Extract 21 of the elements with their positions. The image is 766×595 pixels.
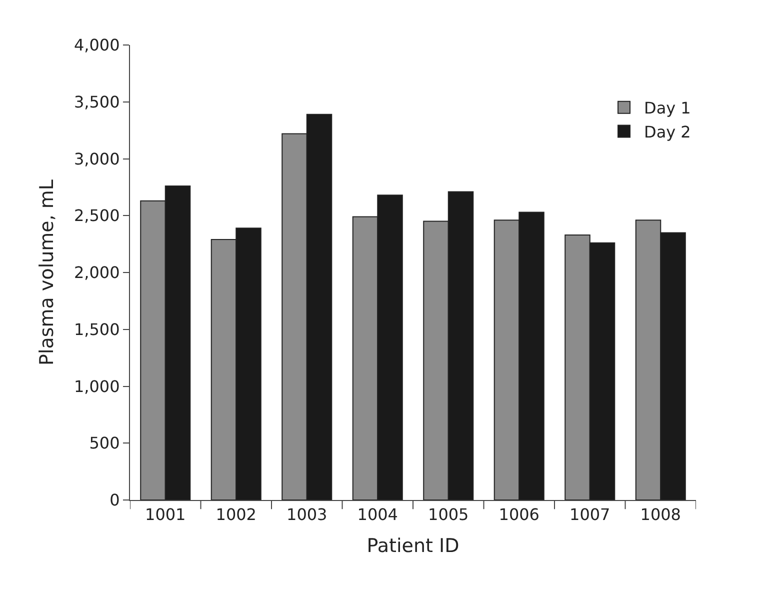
- y-tick-label: 1,500: [74, 320, 120, 339]
- y-axis-title: Plasma volume, mL: [36, 179, 58, 366]
- x-tick-label: 1004: [357, 505, 398, 524]
- x-axis-title: Patient ID: [366, 535, 460, 557]
- y-tick-label: 2,000: [74, 263, 120, 282]
- y-tick-label: 2,500: [74, 206, 120, 226]
- y-tick-label: 1,000: [74, 376, 120, 396]
- x-tick-label: 1003: [286, 505, 328, 524]
- legend-label: Day 1: [644, 98, 691, 118]
- x-tick-label: 1007: [570, 505, 610, 524]
- x-tick-label: 1005: [428, 505, 469, 524]
- y-tick-label: 3,500: [74, 92, 120, 112]
- x-tick-label: 1002: [216, 505, 256, 524]
- y-tick-label: 0: [110, 490, 120, 510]
- x-tick-label: 1006: [498, 505, 540, 524]
- legend-label: Day 2: [644, 122, 691, 142]
- y-tick-label: 4,000: [74, 36, 120, 55]
- x-tick-label: 1001: [145, 505, 186, 524]
- x-tick-label: 1008: [640, 505, 681, 524]
- y-tick-label: 500: [89, 434, 120, 453]
- y-tick-label: 3,000: [74, 149, 120, 168]
